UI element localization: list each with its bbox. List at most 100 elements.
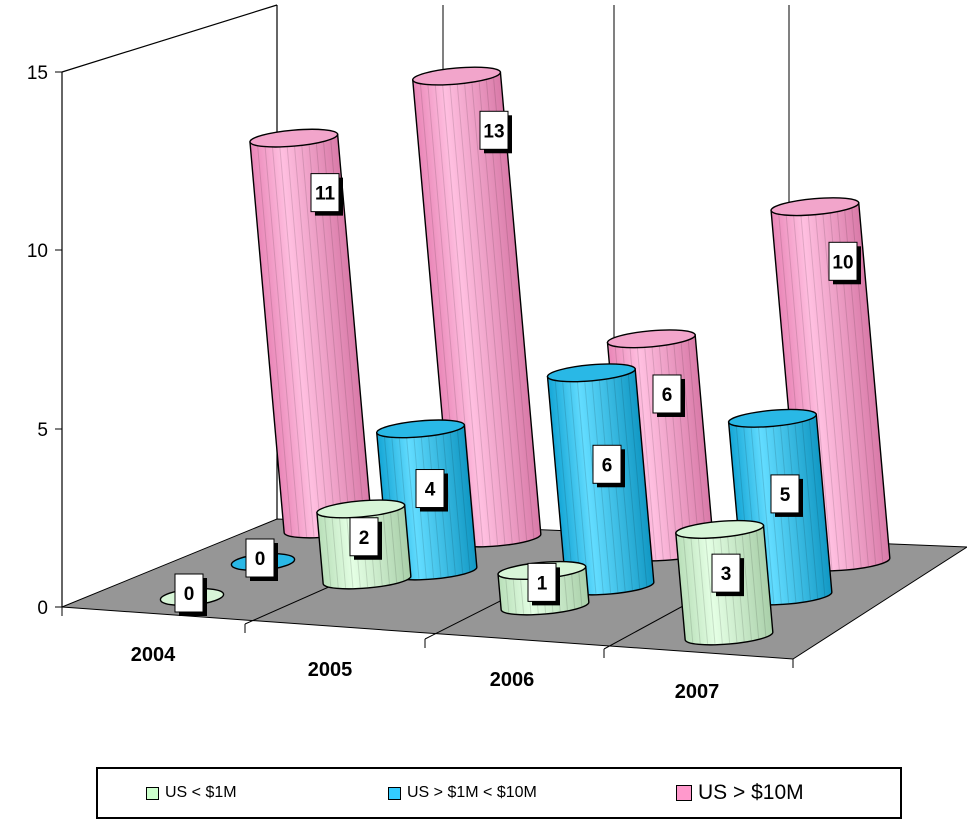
- bar-texture-line: [271, 142, 308, 537]
- bar-texture-line: [643, 342, 664, 560]
- bar-top: [606, 329, 696, 349]
- bar-texture-line: [800, 210, 833, 570]
- legend-item: US > $10M: [676, 769, 804, 817]
- bar-texture-line: [300, 140, 337, 536]
- data-label: 6: [652, 374, 685, 417]
- x-tick-label: 2006: [490, 669, 535, 691]
- bar-texture-line: [620, 373, 641, 589]
- bar-top: [675, 519, 765, 539]
- data-label-text: 4: [425, 480, 436, 501]
- bar-texture-line: [442, 429, 456, 576]
- bar-texture-line: [456, 78, 499, 546]
- bar-texture-line: [578, 570, 583, 607]
- data-label-text: 13: [483, 121, 504, 142]
- bar-texture-line: [463, 78, 506, 545]
- data-label-text: 10: [832, 252, 853, 273]
- legend-swatch: [388, 786, 401, 800]
- data-label: 6: [592, 444, 625, 488]
- bar-texture-line: [456, 428, 471, 572]
- bar-texture-line: [697, 534, 709, 644]
- bar-texture-line: [478, 77, 520, 543]
- bar-texture-line: [583, 376, 604, 594]
- data-label-text: 1: [537, 573, 548, 594]
- legend-swatch: [676, 785, 692, 801]
- data-label: 5: [770, 474, 803, 517]
- bar-texture-line: [748, 529, 760, 639]
- bar-texture-line: [441, 80, 484, 546]
- bar-texture-line: [576, 377, 597, 594]
- bar-top: [412, 66, 502, 86]
- x-axis: 2004 2005 2006 2007: [61, 607, 794, 703]
- bar-top: [546, 363, 636, 383]
- bar-texture-line: [741, 530, 752, 641]
- bar-texture-line: [519, 575, 525, 614]
- bar-texture-line: [485, 76, 528, 541]
- bar-top: [316, 499, 406, 519]
- data-label-text: 0: [255, 549, 266, 570]
- y-tick-label: 0: [37, 598, 48, 619]
- y-axis: 15 10 5 0: [27, 63, 62, 619]
- bar-texture-line: [680, 339, 701, 555]
- bar-texture-line: [505, 576, 510, 613]
- bar-texture-line: [755, 529, 767, 637]
- bar-top: [770, 197, 860, 217]
- bar-texture-line: [257, 144, 293, 536]
- bar-texture-line: [808, 418, 826, 597]
- bar-texture-line: [561, 378, 582, 594]
- data-label: 13: [479, 110, 512, 154]
- data-label: 0: [245, 538, 278, 581]
- bar-texture-line: [801, 418, 819, 599]
- bar-texture-line: [554, 378, 575, 593]
- bar-texture-line: [821, 208, 855, 569]
- legend-swatch: [146, 786, 159, 800]
- bar-texture-line: [449, 429, 464, 574]
- bar-texture-line: [278, 142, 315, 537]
- bar-texture-line: [449, 79, 491, 546]
- bar-texture-line: [627, 372, 648, 587]
- data-label-text: 6: [662, 385, 673, 406]
- data-label: 11: [310, 173, 343, 216]
- data-label-text: 2: [359, 528, 370, 549]
- legend-label: US > $10M: [698, 781, 804, 804]
- bar-texture-line: [512, 575, 517, 614]
- bar-texture-line: [687, 338, 708, 553]
- bar-texture-line: [569, 377, 590, 594]
- bar-texture-line: [636, 343, 657, 560]
- x-tick-label: 2004: [131, 644, 176, 666]
- data-label: 10: [828, 241, 861, 285]
- bar-texture-line: [807, 210, 840, 570]
- bar-texture-line: [264, 143, 300, 537]
- data-label: 0: [174, 573, 207, 616]
- bar-texture-line: [563, 571, 568, 611]
- bar-top: [249, 128, 339, 148]
- y-tick-label: 5: [37, 420, 48, 441]
- y-tick-label: 15: [27, 63, 48, 84]
- legend-item: US > $1M < $10M: [388, 769, 537, 817]
- legend-label: US > $1M < $10M: [407, 784, 537, 801]
- data-label-text: 0: [184, 584, 195, 605]
- x-tick-label: 2005: [308, 659, 353, 681]
- x-tick-label: 2007: [675, 681, 720, 703]
- bar-texture-line: [382, 509, 390, 585]
- bar-texture-line: [397, 508, 405, 581]
- data-label-text: 11: [315, 184, 336, 205]
- data-label: 4: [415, 469, 448, 512]
- legend: US < $1M US > $1M < $10M US > $10M: [96, 767, 902, 819]
- bar-texture-line: [470, 77, 513, 544]
- y-tick-label: 10: [27, 241, 48, 262]
- legend-label: US < $1M: [165, 784, 237, 801]
- data-label-text: 6: [602, 455, 613, 476]
- data-label-text: 3: [721, 564, 732, 585]
- data-label: 3: [711, 553, 744, 597]
- bar-texture-line: [293, 141, 330, 537]
- data-label-text: 5: [780, 485, 791, 506]
- bar-top: [727, 408, 817, 428]
- bar-texture-line: [814, 209, 848, 570]
- bar-texture-line: [286, 141, 322, 537]
- cylinder-chart: 15 10 5 0 2004 2005 2006 2007 1113610046…: [27, 4, 967, 703]
- legend-item: US < $1M: [146, 769, 237, 817]
- bar-texture-line: [324, 515, 332, 587]
- data-label: 2: [349, 517, 382, 560]
- bar-texture-line: [757, 422, 775, 604]
